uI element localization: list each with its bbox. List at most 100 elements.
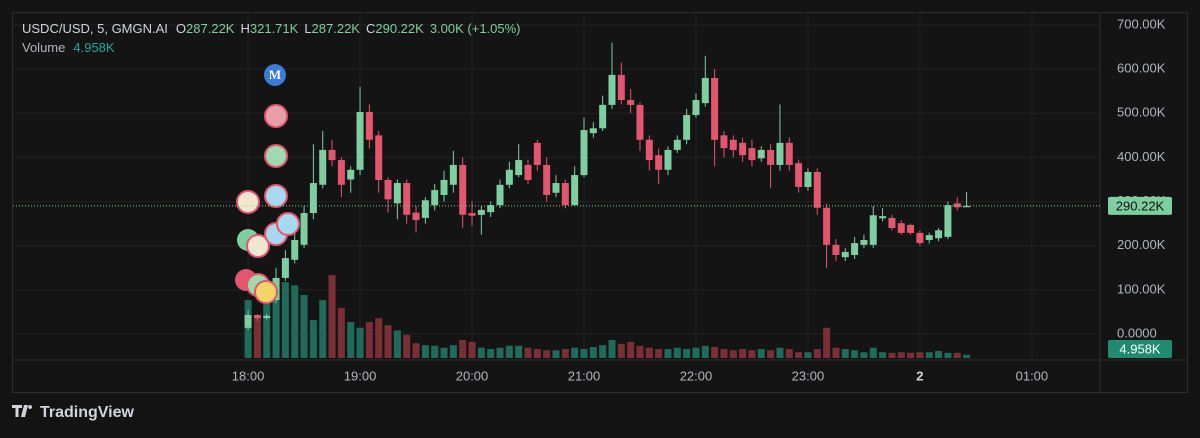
volume-bar xyxy=(543,350,551,358)
y-tick-label: 200.00K xyxy=(1117,237,1166,252)
candle-body xyxy=(487,205,495,213)
x-tick-label: 01:00 xyxy=(1016,368,1049,383)
candle-body xyxy=(795,163,803,188)
candle-body xyxy=(673,139,681,150)
candle-body xyxy=(384,179,392,200)
event-marker[interactable] xyxy=(246,234,270,258)
volume-bar xyxy=(776,347,784,358)
candle-body xyxy=(281,258,289,278)
volume-bar xyxy=(421,345,429,358)
event-marker[interactable] xyxy=(264,64,286,86)
event-marker-label: M xyxy=(269,67,281,82)
candle-body xyxy=(543,164,551,195)
candle-body xyxy=(477,209,485,215)
candle-body xyxy=(440,179,448,195)
ohlc-key: C xyxy=(366,21,375,36)
candle-body xyxy=(561,183,569,206)
candle-body xyxy=(403,183,411,215)
y-tick-label: 100.00K xyxy=(1117,281,1166,296)
ohlc-value: 290.22K xyxy=(375,21,424,36)
volume-bar xyxy=(925,352,933,358)
volume-bar xyxy=(272,280,280,358)
candle-body xyxy=(291,239,299,260)
candle-body xyxy=(655,155,663,170)
candle-body xyxy=(935,230,943,239)
event-marker[interactable] xyxy=(276,212,300,236)
event-marker[interactable] xyxy=(264,184,288,208)
candle-body xyxy=(468,213,476,216)
volume-bar xyxy=(300,295,308,358)
volume-bar xyxy=(692,347,700,358)
volume-bar xyxy=(431,345,439,358)
ohlc-value: 321.71K xyxy=(250,21,299,36)
volume-bar xyxy=(636,345,644,358)
candle-body xyxy=(599,104,607,129)
candle-body xyxy=(253,315,261,319)
candle-body xyxy=(356,111,364,170)
candle-body xyxy=(365,111,373,140)
volume-bar xyxy=(729,350,737,358)
event-marker[interactable] xyxy=(236,190,260,214)
y-tick-label: 0.0000 xyxy=(1117,325,1157,340)
volume-bar xyxy=(533,349,541,358)
volume-bar xyxy=(589,347,597,358)
volume-bar xyxy=(552,350,560,358)
symbol-legend: USDC/USD, 5, GMGN.AI O287.22K H321.71K L287… xyxy=(22,21,521,36)
volume-bar xyxy=(440,347,448,358)
volume-bar xyxy=(739,349,747,358)
volume-key: Volume xyxy=(22,40,65,55)
last-price-tag xyxy=(1108,196,1172,215)
volume-bar xyxy=(683,349,691,358)
ohlc-value: 287.22K xyxy=(312,21,361,36)
volume-bar xyxy=(496,347,504,358)
candle-body xyxy=(244,315,252,328)
volume-bar xyxy=(459,340,467,358)
y-tick-label: 400.00K xyxy=(1117,149,1166,164)
candle-body xyxy=(496,184,504,206)
volume-bar xyxy=(487,349,495,358)
volume-bar xyxy=(468,341,476,358)
candle-body xyxy=(393,183,401,204)
candle-body xyxy=(869,215,877,245)
volume-bar xyxy=(645,347,653,358)
candle-body xyxy=(412,212,420,221)
candle-body xyxy=(571,175,579,206)
candle-body xyxy=(645,139,653,161)
candle-body xyxy=(505,169,513,185)
candle-body xyxy=(804,171,812,188)
candle-body xyxy=(515,160,523,176)
volume-bar xyxy=(608,340,616,358)
candle-body xyxy=(963,205,971,208)
x-tick-label: 23:00 xyxy=(792,368,825,383)
candle-body xyxy=(431,190,439,206)
volume-bar xyxy=(403,334,411,358)
volume-bar xyxy=(328,275,336,358)
event-marker[interactable] xyxy=(254,280,278,304)
candle-body xyxy=(907,224,915,233)
volume-bar xyxy=(505,345,513,358)
event-marker[interactable] xyxy=(264,144,288,168)
candle-body xyxy=(319,149,327,185)
volume-bar xyxy=(664,349,672,358)
volume-bar xyxy=(804,352,812,358)
volume-bar xyxy=(263,290,271,358)
candle-body xyxy=(711,77,719,140)
volume-bar xyxy=(356,327,364,358)
volume-bar xyxy=(524,347,532,358)
volume-bar xyxy=(477,347,485,358)
volume-bar xyxy=(823,327,831,358)
x-tick-label: 21:00 xyxy=(568,368,601,383)
volume-legend: Volume 4.958K xyxy=(22,40,115,55)
candle-body xyxy=(449,164,457,185)
volume-bar xyxy=(515,345,523,358)
candle-body xyxy=(944,205,952,237)
candle-body xyxy=(851,243,859,255)
volume-bar xyxy=(655,349,663,358)
volume-bar xyxy=(888,352,896,358)
volume-bar xyxy=(841,349,849,358)
ohlc-key: L xyxy=(304,21,311,36)
candle-body xyxy=(925,235,933,240)
volume-bar xyxy=(907,352,915,358)
event-marker[interactable] xyxy=(264,104,288,128)
